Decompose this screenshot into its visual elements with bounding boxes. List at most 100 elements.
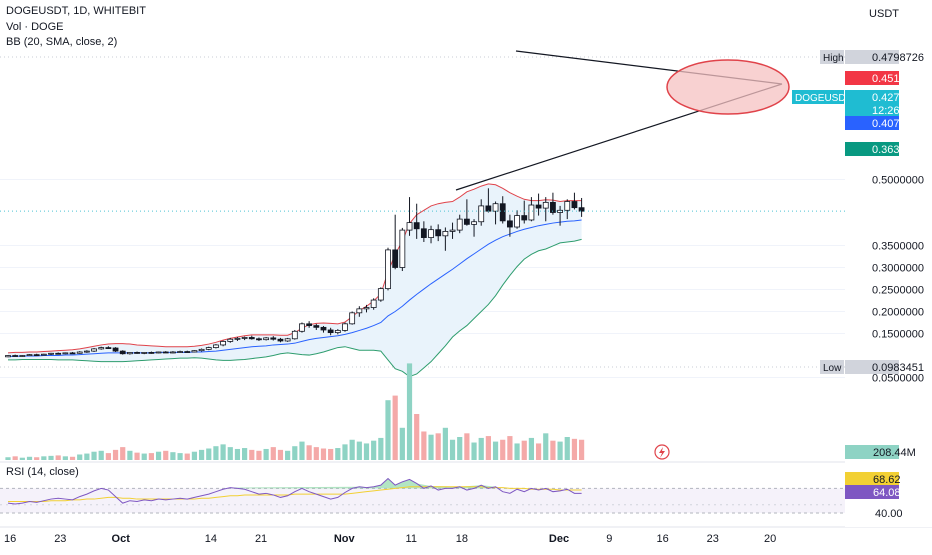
candle-up — [220, 341, 227, 346]
candle-down — [55, 352, 62, 355]
volume-bar — [98, 450, 104, 460]
volume-bar — [299, 441, 305, 460]
candle-up — [213, 344, 219, 348]
volume-bar — [91, 451, 97, 460]
currency-label[interactable]: USDT — [869, 8, 899, 20]
volume-bar — [5, 457, 11, 460]
candle-up — [542, 201, 549, 209]
price-tick-label: 0.2000000 — [872, 307, 924, 319]
volume-bar — [270, 447, 276, 460]
candle-down — [112, 347, 119, 352]
candle-up — [40, 353, 47, 356]
bb-basis-line — [8, 219, 582, 357]
price-tag-bg — [845, 116, 899, 130]
candle-down — [277, 338, 284, 342]
candle-up — [177, 351, 183, 353]
rsi-tag-bg — [845, 472, 899, 486]
volume-bar — [163, 450, 169, 460]
candle-up — [19, 355, 26, 357]
volume-bar — [134, 452, 140, 460]
candle-down — [248, 337, 255, 340]
candle-down — [327, 329, 334, 334]
candle-up — [471, 221, 477, 225]
candle-up — [442, 231, 449, 237]
volume-bar — [543, 433, 549, 460]
price-tag-label-bg — [792, 90, 844, 104]
volume-bar — [535, 443, 542, 460]
price-axis-bg — [845, 0, 932, 527]
volume-bar — [41, 456, 47, 460]
candle-up — [241, 337, 248, 339]
candle-up — [284, 338, 291, 342]
volume-bar — [220, 444, 226, 460]
volume-tag-bg — [845, 445, 899, 459]
price-tag-value: 0.4798726 — [872, 52, 924, 64]
volume-bar — [148, 453, 154, 460]
volume-bar — [213, 446, 219, 460]
candle-up — [342, 323, 348, 331]
price-tick-label: 0.3000000 — [872, 263, 924, 275]
target-zone-ellipse — [666, 59, 790, 115]
drawings — [0, 50, 845, 460]
candle-up — [299, 323, 305, 332]
candle-up — [98, 347, 105, 350]
volume-bar — [227, 447, 233, 460]
volume-bar — [464, 433, 470, 460]
rsi-line — [7, 477, 582, 505]
candle-up — [83, 350, 90, 353]
volume-bar — [514, 443, 520, 460]
volume-bar — [478, 437, 484, 460]
candle-down — [184, 351, 191, 353]
candle-up — [385, 249, 391, 290]
candle-down — [148, 352, 155, 354]
volume-bar — [435, 433, 441, 460]
rsi-tag-value: 68.62 — [873, 474, 901, 486]
candle-down — [550, 201, 556, 213]
candle-down — [571, 201, 578, 209]
time-axis[interactable]: 16 23 Oct 14 21 Nov 11 18 Dec 9 16 23 20 — [4, 533, 776, 545]
volume-bar — [242, 448, 248, 460]
volume-bar — [320, 448, 327, 460]
candle-up — [170, 351, 176, 354]
candle-down — [485, 205, 492, 212]
volume-bar — [342, 444, 348, 460]
candle-down — [392, 249, 399, 268]
volume-bar — [48, 455, 54, 460]
volume-bar — [550, 440, 556, 460]
candle-up — [334, 330, 341, 334]
price-tag-bg — [845, 90, 899, 104]
candle-down — [420, 228, 427, 238]
price-tag-value: 12:26:45 — [872, 105, 915, 117]
symbol-legend[interactable]: DOGEUSDT, 1D, WHITEBIT — [6, 5, 146, 17]
time-tick-label: Oct — [112, 533, 131, 545]
price-tick-label: 0.2500000 — [872, 285, 924, 297]
volume-bar — [170, 452, 176, 460]
volume-bar — [256, 450, 262, 460]
price-axis[interactable]: 0.5000000 0.3500000 0.3000000 0.2500000 0.20… — [792, 0, 932, 527]
volume-bars — [5, 363, 585, 460]
volume-bar — [500, 439, 506, 460]
candle-up — [399, 229, 406, 268]
volume-bar — [449, 439, 456, 460]
candle-up — [564, 201, 571, 211]
volume-legend[interactable]: Vol · DOGE — [6, 21, 64, 33]
volume-bar — [285, 450, 291, 460]
candle-up — [5, 355, 11, 358]
price-tag-label: DOGEUSDT — [795, 93, 852, 104]
bollinger-legend[interactable]: BB (20, SMA, close, 2) — [6, 36, 118, 48]
volume-bar — [105, 453, 111, 460]
time-tick-label: 18 — [456, 533, 468, 545]
volume-bar — [414, 414, 420, 460]
candle-down — [435, 229, 442, 237]
volume-bar — [371, 440, 377, 460]
rsi-legend[interactable]: RSI (14, close) — [6, 466, 79, 478]
rsi-band — [0, 488, 845, 513]
candle-up — [62, 352, 69, 355]
candle-down — [313, 325, 320, 328]
price-tag-bg — [845, 103, 899, 117]
candle-up — [91, 348, 97, 352]
price-tag-value: 0.3636739 — [872, 144, 924, 156]
rsi-pane — [0, 477, 845, 514]
volume-bar — [328, 448, 334, 460]
